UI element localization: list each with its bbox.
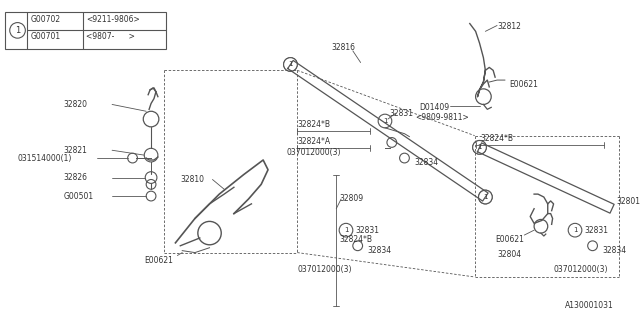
Text: 1: 1 xyxy=(344,227,348,233)
Circle shape xyxy=(339,223,353,237)
Text: 031514000(1): 031514000(1) xyxy=(17,154,72,163)
Text: 32824*B: 32824*B xyxy=(481,134,513,143)
Text: 32816: 32816 xyxy=(332,43,355,52)
Text: A130001031: A130001031 xyxy=(565,301,614,310)
Text: 1: 1 xyxy=(288,61,292,68)
Text: 1: 1 xyxy=(383,118,387,124)
Circle shape xyxy=(479,190,492,204)
Text: 1: 1 xyxy=(483,194,488,200)
Text: 1: 1 xyxy=(477,144,482,150)
Text: <9807-      >: <9807- > xyxy=(86,32,134,41)
Circle shape xyxy=(473,140,486,154)
Circle shape xyxy=(284,58,297,71)
Text: 32821: 32821 xyxy=(63,146,87,155)
Text: <9211-9806>: <9211-9806> xyxy=(86,15,140,24)
Text: 32834: 32834 xyxy=(367,246,392,255)
Text: D01409: D01409 xyxy=(419,103,449,112)
Text: 32804: 32804 xyxy=(497,250,521,259)
Text: E00621: E00621 xyxy=(144,255,173,265)
Text: <9809-9811>: <9809-9811> xyxy=(415,113,469,122)
Text: 037012000(3): 037012000(3) xyxy=(554,265,608,274)
Text: 32831: 32831 xyxy=(585,226,609,235)
Text: 32820: 32820 xyxy=(63,100,87,109)
Circle shape xyxy=(473,140,486,154)
Text: 32831: 32831 xyxy=(356,226,380,235)
Text: 32826: 32826 xyxy=(63,173,87,182)
Text: G00702: G00702 xyxy=(30,15,60,24)
Text: 32834: 32834 xyxy=(414,158,438,167)
Text: 32824*A: 32824*A xyxy=(297,137,330,146)
Text: 32831: 32831 xyxy=(390,109,414,118)
Text: 1: 1 xyxy=(573,227,577,233)
Text: G00501: G00501 xyxy=(63,192,93,201)
Circle shape xyxy=(479,190,492,204)
Text: 037012000(3): 037012000(3) xyxy=(287,148,341,157)
Text: G00701: G00701 xyxy=(30,32,60,41)
Text: E00621: E00621 xyxy=(509,80,538,89)
Text: 32801: 32801 xyxy=(616,197,640,206)
Circle shape xyxy=(378,114,392,128)
Text: E00621: E00621 xyxy=(495,235,524,244)
Text: 32812: 32812 xyxy=(497,22,521,31)
Circle shape xyxy=(10,23,26,38)
Text: 32834: 32834 xyxy=(602,246,627,255)
Bar xyxy=(5,12,166,49)
Text: 32824*B: 32824*B xyxy=(297,120,330,129)
Text: 32824*B: 32824*B xyxy=(339,236,372,244)
Text: 32810: 32810 xyxy=(180,175,204,184)
Circle shape xyxy=(568,223,582,237)
Text: 32809: 32809 xyxy=(339,194,364,203)
Text: 1: 1 xyxy=(15,26,20,35)
Circle shape xyxy=(284,58,297,71)
Text: 037012000(3): 037012000(3) xyxy=(297,265,352,274)
